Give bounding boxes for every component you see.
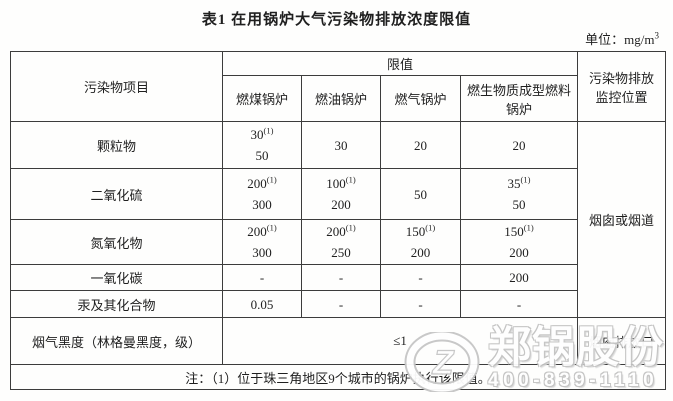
limit-value-cell: 35(1) 50 [459, 168, 579, 220]
header-limit-group: 限值 [221, 51, 579, 76]
unit-prefix: 单位： [585, 32, 625, 47]
limit-value-line2: 200 [509, 245, 529, 260]
limit-value-line2: 50 [512, 197, 526, 212]
pollutant-name: 颗粒物 [10, 121, 223, 169]
limit-value-cell: 200(1) 300 [222, 219, 302, 265]
limit-value-line2: 200 [331, 197, 351, 212]
footnote-marker: (1) [520, 174, 531, 185]
limit-value-line2: 300 [252, 197, 272, 212]
table-row-co: 一氧化碳 - - - 200 [10, 264, 666, 291]
limit-value-line2: 200 [410, 245, 431, 260]
footnote-marker: (1) [523, 222, 534, 233]
header-row-2: 燃煤锅炉 燃油锅炉 燃气锅炉 燃生物质成型燃料锅炉 [11, 75, 666, 122]
limit-value-cell: 100(1) 200 [301, 168, 381, 220]
pollutant-name: 烟气黑度（林格曼黑度，级） [10, 317, 223, 365]
header-pollutant-item: 污染物项目 [10, 51, 223, 122]
smoke-monitor-cell: 烟囱排放口 [577, 317, 667, 365]
pollutant-name: 氮氧化物 [10, 219, 223, 265]
limit-value-cell: 50 [380, 168, 461, 220]
table-row-so2: 二氧化硫 200(1) 300 100(1) 200 50 35(1) 50 [10, 168, 666, 220]
footnote-marker: (1) [266, 174, 277, 185]
header-boiler-biomass: 燃生物质成型燃料锅炉 [459, 75, 579, 122]
table-title: 表1 在用锅炉大气污染物排放浓度限值 [201, 12, 472, 28]
limit-value-cell: - [380, 290, 461, 318]
footnote-marker: (1) [345, 174, 356, 185]
footnote-marker: (1) [263, 125, 274, 136]
pollutant-name: 二氧化硫 [10, 168, 223, 220]
limit-value-cell: 0.05 [222, 290, 302, 318]
table-row-note: 注：（1）位于珠三角地区9个城市的锅炉执行该限值。 [9, 364, 667, 390]
table-row-mercury: 汞及其化合物 0.05 - - - [10, 290, 666, 318]
header-boiler-gas: 燃气锅炉 [380, 75, 461, 122]
unit-label: 单位：mg/m3 [585, 29, 659, 48]
limit-value-line2: 300 [252, 245, 272, 260]
limit-value-cell: 150(1) 200 [380, 219, 461, 265]
limit-value-cell: 200 [459, 264, 579, 291]
limit-value-cell: 150(1) 200 [459, 219, 579, 265]
unit-value: mg/m [624, 32, 655, 47]
limit-value-cell: - [301, 264, 381, 291]
unit-superscript: 3 [654, 30, 660, 41]
limit-value-line2: 50 [255, 148, 269, 163]
limit-value-cell: - [380, 264, 461, 291]
header-boiler-oil: 燃油锅炉 [301, 75, 381, 122]
limit-value-cell: 200(1) 300 [222, 168, 302, 220]
table-row-smoke-blackness: 烟气黑度（林格曼黑度，级） ≤1 烟囱排放口 [10, 317, 667, 365]
emission-limits-table: 污染物项目 限值 污染物排放监控位置 燃煤锅炉 燃油锅炉 燃气锅炉 燃生物质成型… [9, 51, 667, 390]
header-boiler-coal: 燃煤锅炉 [222, 75, 302, 122]
table-note: 注：（1）位于珠三角地区9个城市的锅炉执行该限值。 [9, 364, 667, 390]
limit-value-cell: 20 [380, 121, 461, 169]
monitor-location-cell: 烟囱或烟道 [577, 121, 667, 318]
limit-value-cell: 30(1) 50 [222, 121, 302, 169]
smoke-limit-cell: ≤1 [221, 317, 579, 365]
pollutant-name: 一氧化碳 [10, 264, 223, 291]
limit-value-cell: - [301, 290, 381, 318]
limit-value-cell: - [222, 264, 302, 291]
footnote-marker: (1) [266, 222, 277, 233]
header-monitor-position: 污染物排放监控位置 [577, 51, 667, 122]
table-row-particulates: 颗粒物 30(1) 50 30 20 20 烟囱或烟道 [10, 121, 667, 318]
limit-value-cell: 30 [301, 121, 381, 169]
footnote-marker: (1) [425, 222, 436, 233]
limit-value-line2: 250 [331, 245, 351, 260]
limit-value-cell: 200(1) 250 [301, 219, 381, 265]
header-row-1: 污染物项目 限值 污染物排放监控位置 [10, 51, 667, 122]
limit-value-cell: 20 [459, 121, 579, 169]
table-row-nox: 氮氧化物 200(1) 300 200(1) 250 150(1) 200 15… [10, 219, 666, 265]
limit-value-cell: - [459, 290, 579, 318]
pollutant-name: 汞及其化合物 [10, 290, 223, 318]
footnote-marker: (1) [345, 222, 356, 233]
